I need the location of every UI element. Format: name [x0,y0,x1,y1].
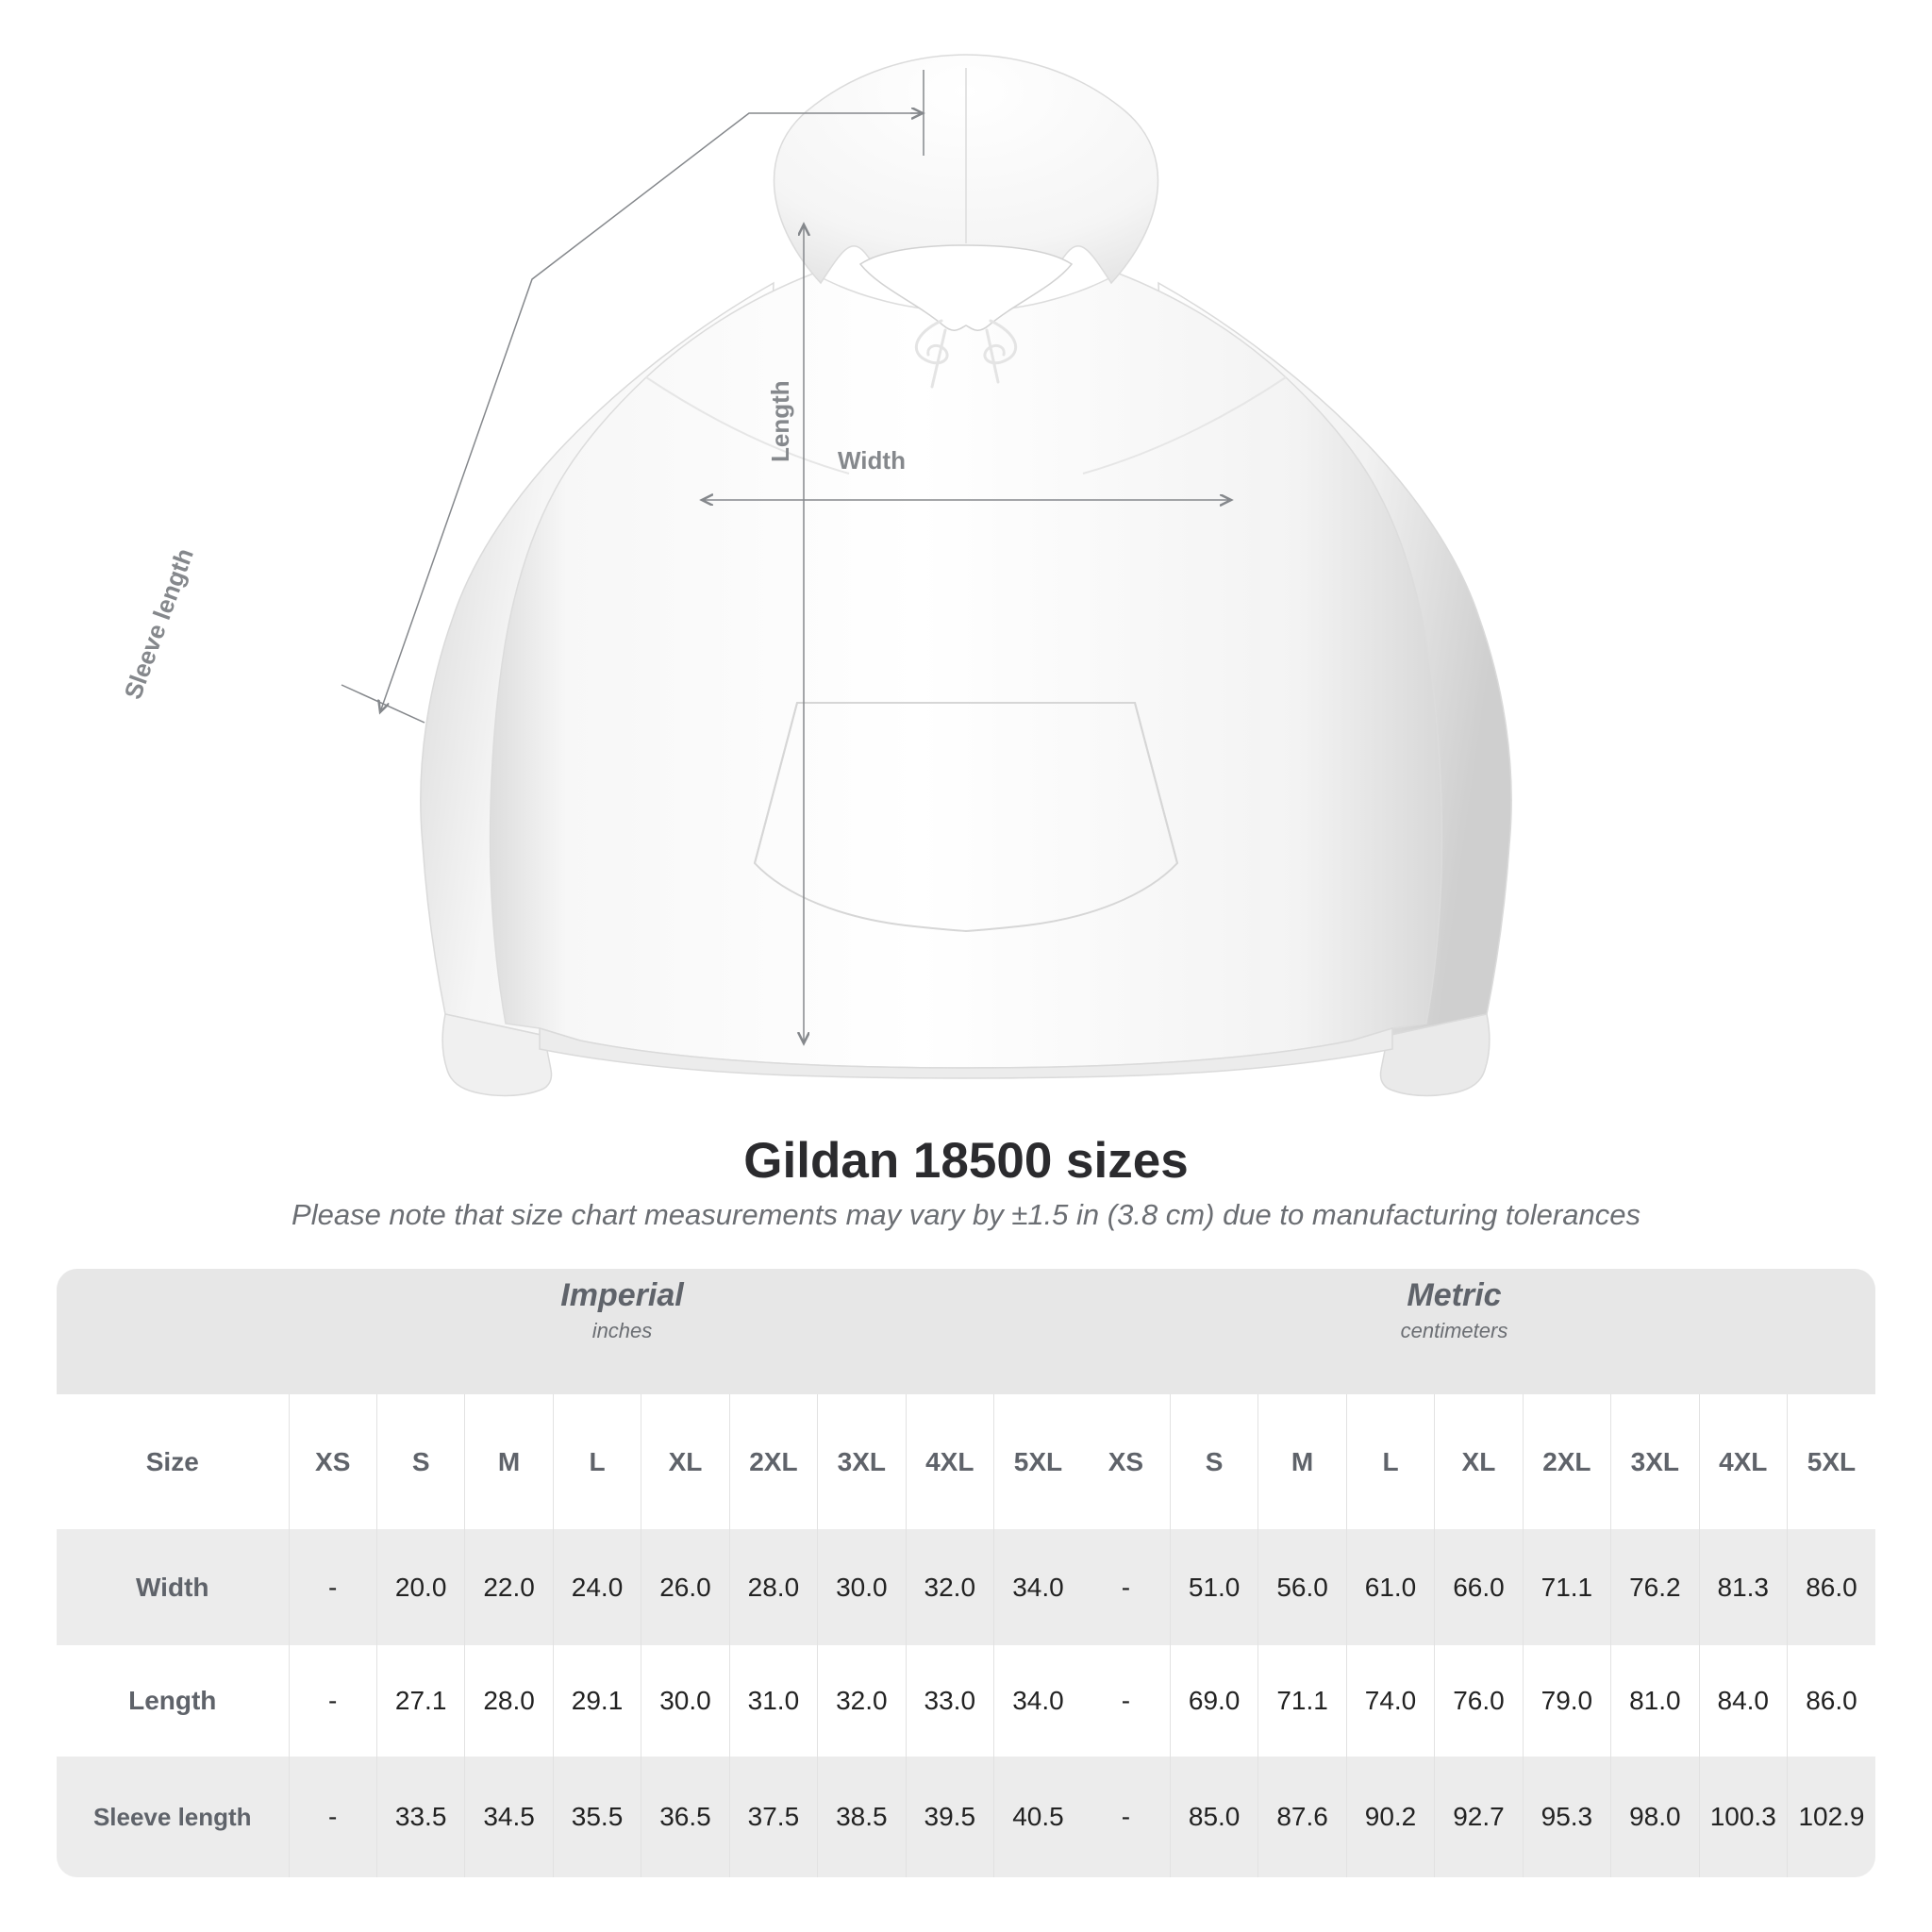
svg-text:Sleeve length: Sleeve length [118,544,199,703]
svg-text:Width: Width [838,446,906,475]
svg-text:Length: Length [766,380,794,462]
